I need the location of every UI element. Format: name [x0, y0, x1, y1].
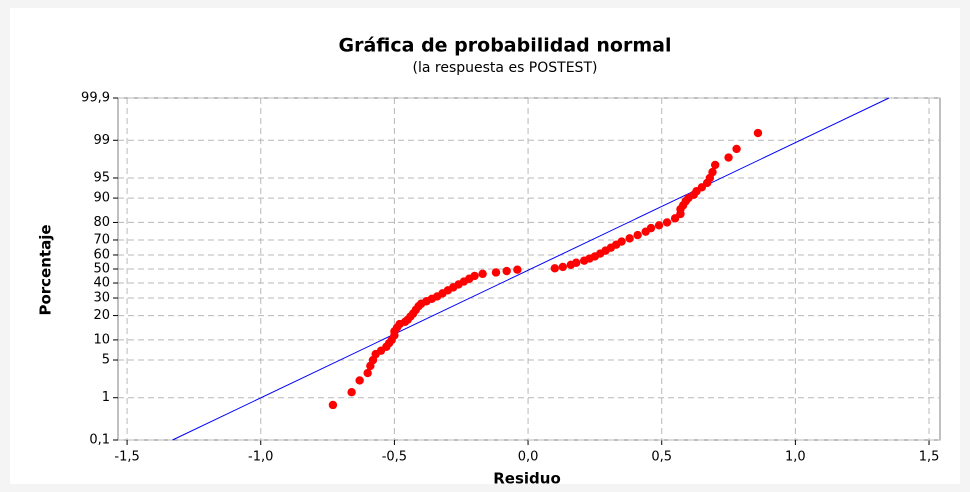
data-point	[617, 237, 626, 246]
data-point	[470, 271, 479, 281]
data-point	[571, 258, 581, 267]
x-tick-label: 0,5	[651, 450, 672, 465]
y-tick-label: 5	[102, 353, 110, 368]
data-point	[558, 262, 568, 272]
x-tick-label: 0,0	[518, 450, 539, 465]
y-tick-label: 99	[93, 133, 110, 148]
data-point	[724, 153, 733, 162]
data-point	[513, 265, 522, 274]
y-tick-label: 20	[93, 308, 110, 323]
data-point	[502, 266, 511, 276]
data-point	[646, 223, 656, 233]
data-point	[491, 268, 501, 277]
data-point	[654, 221, 664, 230]
data-point	[625, 234, 634, 243]
x-tick-label: 1,0	[785, 450, 806, 465]
x-axis-label: Residuo	[493, 470, 561, 488]
data-point	[328, 400, 338, 410]
y-tick-label: 10	[93, 332, 110, 347]
data-point	[550, 264, 559, 273]
y-tick-label: 0,1	[89, 433, 110, 448]
data-point	[347, 387, 356, 397]
chart-subtitle: (la respuesta es POSTEST)	[413, 60, 598, 76]
x-tick-label: -1,0	[248, 450, 273, 465]
data-point	[478, 269, 487, 279]
y-tick-label: 30	[93, 291, 110, 306]
y-tick-label: 60	[93, 247, 110, 262]
x-tick-label: -1,5	[114, 450, 139, 465]
y-tick-label: 95	[93, 170, 110, 185]
y-tick-label: 1	[102, 390, 110, 405]
fit-line	[172, 97, 890, 441]
y-tick-label: 99,9	[81, 91, 110, 106]
y-tick-label: 70	[93, 232, 110, 247]
data-point	[710, 160, 720, 170]
data-point	[753, 128, 763, 138]
data-point	[708, 167, 717, 177]
y-tick-label: 50	[93, 262, 110, 277]
x-tick-label: 1,5	[919, 450, 940, 465]
y-tick-label: 90	[93, 191, 110, 206]
data-point	[633, 230, 642, 240]
y-tick-label: 80	[93, 215, 110, 230]
data-point	[355, 376, 364, 385]
x-tick-label: -0,5	[382, 450, 407, 465]
y-tick-label: 40	[93, 276, 110, 291]
y-axis-label: Porcentaje	[37, 224, 55, 315]
data-point	[732, 144, 741, 154]
chart-title: Gráfica de probabilidad normal	[339, 35, 672, 57]
data-point	[662, 218, 672, 227]
data-point	[363, 368, 372, 378]
